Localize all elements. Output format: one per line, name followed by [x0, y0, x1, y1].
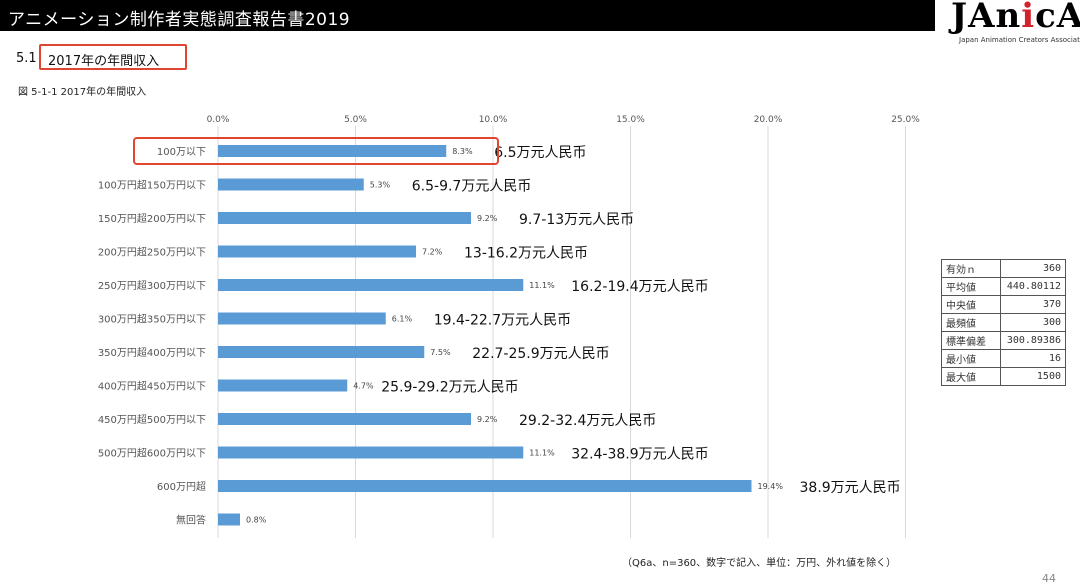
value-label: 5.3%	[370, 181, 391, 190]
category-label: 600万円超	[157, 480, 206, 493]
section-number: 5.1	[16, 51, 37, 66]
stats-label: 最小値	[941, 349, 1001, 368]
section-title: 2017年の年間収入	[48, 54, 160, 69]
logo-letter-i: i	[1021, 0, 1036, 36]
footnote: （Q6a、n=360、数字で記入、単位：万円、外れ値を除く）	[622, 558, 897, 569]
bar	[218, 480, 752, 492]
x-tick-label: 0.0%	[207, 115, 230, 125]
bar	[218, 312, 386, 325]
bar	[218, 446, 524, 459]
highlight-box	[133, 137, 499, 165]
rmb-annotation: 13-16.2万元人民币	[464, 246, 588, 262]
rmb-annotation: 6.5-9.7万元人民币	[412, 179, 532, 195]
value-label: 11.1%	[529, 449, 555, 458]
stats-value: 360	[1000, 259, 1066, 278]
x-tick-label: 10.0%	[479, 115, 508, 125]
category-label: 350万円超400万円以下	[98, 346, 206, 359]
income-bar-chart: 0.0% 5.0% 10.0% 15.0% 20.0% 25.0% 100万以下 8.3% 6.…	[98, 115, 920, 538]
stats-value: 300.89386	[1000, 331, 1066, 350]
stats-value: 370	[1000, 295, 1066, 314]
category-label: 100万以下	[157, 147, 206, 158]
rmb-annotation: 6.5万元人民币	[494, 145, 586, 161]
bar	[218, 145, 447, 157]
rmb-annotation: 19.4-22.7万元人民币	[434, 313, 571, 329]
category-label: 200万円超250万円以下	[98, 246, 206, 259]
stats-value: 1500	[1000, 367, 1066, 386]
rmb-annotation: 29.2-32.4万元人民币	[519, 413, 656, 429]
logo-mark: JAnicA	[951, 0, 1080, 36]
value-label: 9.2%	[477, 415, 498, 424]
figure-label: 図 5-1-1 2017年の年間収入	[18, 87, 147, 98]
x-tick-label: 25.0%	[891, 115, 920, 125]
stats-table: 有効ｎ 360 平均値 440.80112 中央値 370 最頻値 300 標準偏差 300.89…	[941, 259, 1066, 386]
rmb-annotation: 38.9万元人民币	[800, 480, 901, 496]
rmb-annotation: 32.4-38.9万元人民币	[571, 447, 708, 463]
stats-value: 16	[1000, 349, 1066, 368]
value-label: 0.8%	[246, 516, 267, 525]
bar	[218, 379, 348, 392]
report-title: アニメーション制作者実態調査報告書2019	[8, 10, 351, 30]
category-label: 250万円超300万円以下	[98, 279, 206, 292]
stats-row: 中央値 370	[941, 295, 1066, 314]
value-label: 8.3%	[452, 147, 473, 156]
stats-row: 最大値 1500	[941, 367, 1066, 386]
stats-value: 300	[1000, 313, 1066, 332]
value-label: 9.2%	[477, 214, 498, 223]
stats-label: 有効ｎ	[941, 259, 1001, 278]
stats-row: 有効ｎ 360	[941, 259, 1066, 278]
stats-label: 最頻値	[941, 313, 1001, 332]
value-label: 7.5%	[430, 348, 451, 357]
bar	[218, 413, 471, 425]
logo-subtitle: Japan Animation Creators Association	[959, 36, 1080, 44]
bar	[218, 245, 416, 258]
category-label: 500万円超600万円以下	[98, 447, 206, 460]
bar	[218, 346, 425, 358]
bar	[218, 279, 524, 291]
bar	[218, 212, 471, 224]
stats-row: 最小値 16	[941, 349, 1066, 368]
header-bar: アニメーション制作者実態調査報告書2019	[0, 0, 935, 31]
value-label: 6.1%	[392, 315, 413, 324]
value-label: 7.2%	[422, 248, 443, 257]
stats-label: 標準偏差	[941, 331, 1001, 350]
rmb-annotation: 25.9-29.2万元人民币	[381, 380, 518, 396]
stats-value: 440.80112	[1000, 277, 1066, 296]
category-label: 100万円超150万円以下	[98, 179, 206, 192]
stats-label: 中央値	[941, 295, 1001, 314]
rmb-annotation: 9.7-13万元人民币	[519, 212, 634, 228]
x-tick-label: 15.0%	[616, 115, 645, 125]
bar	[218, 513, 240, 526]
x-tick-label: 20.0%	[754, 115, 783, 125]
page-number: 44	[1042, 572, 1056, 585]
value-label: 4.7%	[353, 382, 374, 391]
janica-logo: JAnicA Japan Animation Creators Associat…	[945, 0, 1080, 48]
logo-text: JAnicA	[951, 0, 1080, 36]
rmb-annotation: 16.2-19.4万元人民币	[571, 279, 708, 295]
stats-row: 標準偏差 300.89386	[941, 331, 1066, 350]
section-title-highlight	[39, 44, 187, 70]
category-label: 150万円超200万円以下	[98, 212, 206, 225]
category-label: 450万円超500万円以下	[98, 413, 206, 426]
value-label: 19.4%	[758, 482, 784, 491]
category-label: 無回答	[176, 514, 206, 527]
stats-label: 平均値	[941, 277, 1001, 296]
stats-row: 平均値 440.80112	[941, 277, 1066, 296]
rmb-annotation: 22.7-25.9万元人民币	[472, 346, 609, 362]
x-tick-label: 5.0%	[344, 115, 367, 125]
stats-row: 最頻値 300	[941, 313, 1066, 332]
value-label: 11.1%	[529, 281, 555, 290]
bar	[218, 178, 364, 191]
category-label: 300万円超350万円以下	[98, 313, 206, 326]
category-label: 400万円超450万円以下	[98, 380, 206, 393]
stats-label: 最大値	[941, 367, 1001, 386]
